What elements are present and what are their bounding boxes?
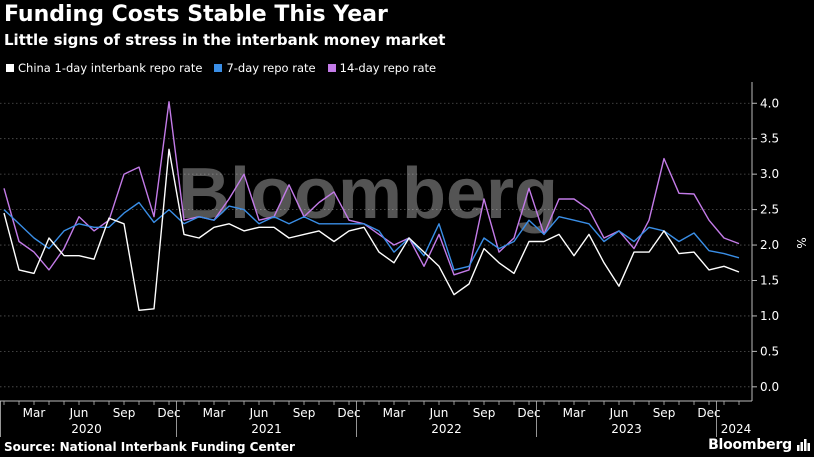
x-tick-label-month: Jun	[429, 406, 449, 420]
legend-label-14day: 14-day repo rate	[339, 61, 437, 75]
x-tick-label-month: Sep	[113, 406, 136, 420]
x-tick-label-month: Mar	[23, 406, 46, 420]
x-tick-label-month: Dec	[517, 406, 540, 420]
legend-label-7day: 7-day repo rate	[226, 61, 316, 75]
x-tick-label-month: Jun	[69, 406, 89, 420]
y-tick-label: 4.0	[760, 96, 779, 110]
y-tick-label: 2.0	[760, 238, 779, 252]
x-tick-label-month: Jun	[249, 406, 269, 420]
axis-layer: 0.0 0.5 1.0 1.5 2.0 2.5 3.0 3.5 4.0% Mar Jun Sep Dec…	[0, 82, 808, 437]
x-tick-label-month: Sep	[473, 406, 496, 420]
y-tick-label: 1.0	[760, 309, 779, 323]
x-tick-label-year: 2021	[251, 422, 282, 436]
bloomberg-bars-icon	[797, 439, 810, 451]
legend-swatch-1day	[6, 64, 14, 72]
y-tick-label: 0.5	[760, 344, 779, 358]
legend-label-1day: China 1-day interbank repo rate	[18, 61, 203, 75]
series-layer	[3, 101, 740, 311]
x-tick-label-month: Dec	[697, 406, 720, 420]
y-tick-label: 1.5	[760, 273, 779, 287]
legend-item-1day: China 1-day interbank repo rate	[6, 61, 202, 75]
x-tick-label-month: Mar	[203, 406, 226, 420]
legend-swatch-14day	[327, 64, 336, 72]
legend-swatch-7day	[214, 64, 223, 72]
x-tick-label-month: Sep	[293, 406, 316, 420]
x-tick-label-month: Dec	[157, 406, 180, 420]
x-tick-label-month: Mar	[383, 406, 406, 420]
x-tick-label-year: 2023	[611, 422, 642, 436]
y-tick-label: 3.0	[760, 167, 779, 181]
legend-item-7day: 7-day repo rate	[214, 61, 316, 75]
brand-logo-text: Bloomberg	[708, 437, 792, 453]
x-tick-label-month: Mar	[563, 406, 586, 420]
y-tick-label: 0.0	[760, 380, 779, 394]
chart-title: Funding Costs Stable This Year	[4, 2, 388, 27]
watermark: Bloomberg	[178, 154, 558, 234]
chart-subtitle: Little signs of stress in the interbank …	[4, 31, 446, 49]
y-axis-unit-label: %	[794, 237, 808, 248]
x-tick-label-month: Jun	[609, 406, 629, 420]
x-tick-label-year: 2022	[431, 422, 462, 436]
y-tick-label: 3.5	[760, 132, 779, 146]
series-line-7day	[3, 201, 740, 271]
source-note: Source: National Interbank Funding Cente…	[4, 440, 295, 454]
grid-layer	[0, 102, 752, 388]
legend-item-14day: 14-day repo rate	[327, 61, 437, 75]
x-tick-label-month: Dec	[337, 406, 360, 420]
x-tick-label-year: 2024	[721, 422, 752, 436]
y-tick-label: 2.5	[760, 203, 779, 217]
legend: China 1-day interbank repo rate 7-day re…	[6, 61, 448, 75]
x-tick-label-month: Sep	[653, 406, 676, 420]
series-line-1day	[3, 148, 740, 311]
x-tick-label-year: 2020	[71, 422, 102, 436]
